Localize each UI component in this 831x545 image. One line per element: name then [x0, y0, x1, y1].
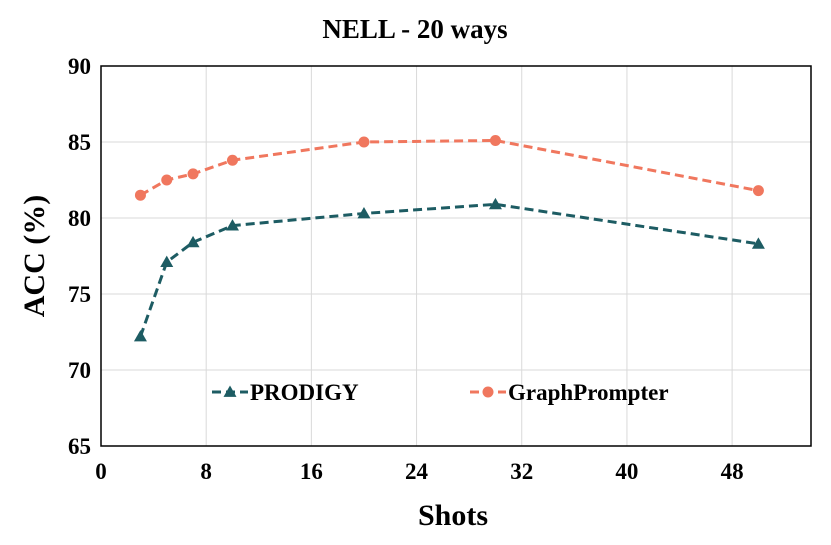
series-prodigy — [133, 197, 765, 342]
x-axis-title: Shots — [418, 499, 488, 532]
x-tick-label: 32 — [510, 459, 533, 484]
legend-marker-prodigy — [223, 385, 237, 397]
series-layer — [133, 134, 765, 342]
data-point-graphprompter — [134, 189, 146, 201]
y-axis-ticks: 65 70 75 80 85 90 — [68, 54, 91, 459]
y-tick-label: 65 — [68, 434, 91, 459]
data-point-prodigy — [133, 330, 147, 342]
plot-area — [100, 65, 812, 447]
y-tick-label: 75 — [68, 282, 91, 307]
chart-title: NELL - 20 ways — [322, 14, 507, 44]
data-point-graphprompter — [358, 136, 370, 148]
series-graphprompter — [134, 134, 764, 201]
legend: PRODIGY GraphPrompter — [212, 380, 669, 405]
y-tick-label: 85 — [68, 130, 91, 155]
legend-item-prodigy: PRODIGY — [212, 380, 359, 405]
data-point-prodigy — [186, 235, 200, 248]
data-point-graphprompter — [489, 134, 501, 146]
x-tick-label: 40 — [615, 459, 638, 484]
grid — [100, 65, 811, 447]
x-tick-label: 48 — [721, 459, 744, 484]
legend-label-prodigy: PRODIGY — [250, 380, 359, 405]
y-tick-label: 80 — [68, 206, 91, 231]
y-axis-title: ACC (%) — [18, 195, 51, 317]
series-line-graphprompter — [139, 138, 759, 197]
x-tick-label: 16 — [300, 459, 323, 484]
y-tick-label: 90 — [68, 54, 91, 79]
data-point-graphprompter — [161, 174, 173, 186]
data-point-prodigy — [160, 255, 174, 267]
x-axis-ticks: 0 8 16 24 32 40 48 — [95, 459, 743, 484]
x-tick-label: 8 — [200, 459, 212, 484]
data-point-prodigy — [357, 206, 371, 219]
legend-marker-graphprompter — [482, 386, 494, 398]
data-point-prodigy — [225, 219, 239, 231]
legend-item-graphprompter: GraphPrompter — [470, 380, 669, 405]
y-tick-label: 70 — [68, 358, 91, 383]
data-point-graphprompter — [226, 154, 238, 166]
x-tick-label: 0 — [95, 459, 107, 484]
data-point-prodigy — [488, 197, 502, 210]
data-point-graphprompter — [752, 185, 764, 197]
legend-label-graphprompter: GraphPrompter — [508, 380, 669, 405]
data-point-prodigy — [751, 237, 765, 249]
data-point-graphprompter — [187, 168, 199, 180]
x-tick-label: 24 — [405, 459, 429, 484]
